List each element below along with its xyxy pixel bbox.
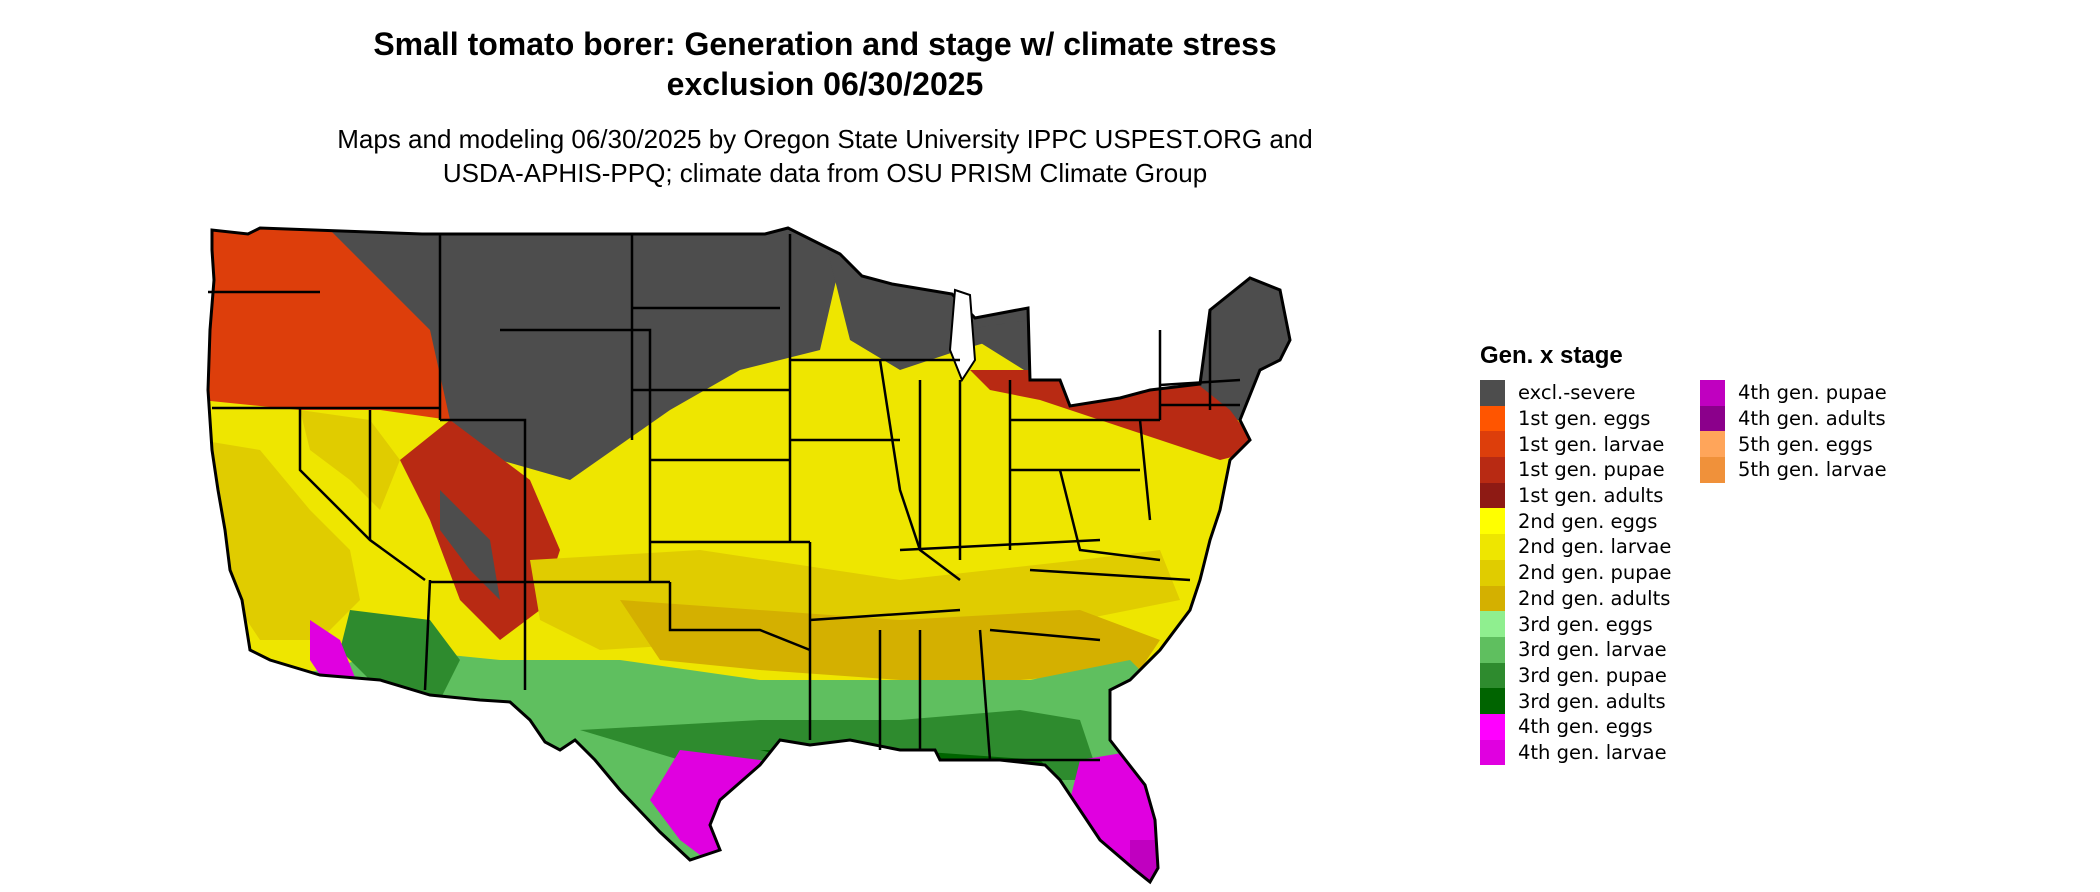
legend-item: 4th gen. eggs <box>1480 713 1672 740</box>
state-boundaries <box>208 234 1241 762</box>
legend-item: 5th gen. eggs <box>1700 431 1887 458</box>
legend-item: 2nd gen. pupae <box>1480 559 1672 586</box>
legend-item: 1st gen. adults <box>1480 482 1672 509</box>
zone-arizona-3rd-gen-pupae <box>340 610 460 700</box>
legend-swatch <box>1480 559 1505 586</box>
legend-item: 3rd gen. pupae <box>1480 662 1672 689</box>
boundary-ky-tn <box>899 538 1101 552</box>
legend-label: 1st gen. adults <box>1518 484 1664 508</box>
zone-california-2nd-gen-pupae <box>208 440 360 640</box>
stage-zones <box>208 228 1290 882</box>
lake-michigan <box>948 288 977 383</box>
boundary-ut <box>440 418 527 585</box>
legend-swatch <box>1480 739 1505 766</box>
legend-item: 1st gen. pupae <box>1480 457 1672 483</box>
legend-item: 3rd gen. eggs <box>1480 611 1672 637</box>
subtitle-line-1: Maps and modeling 06/30/2025 by Oregon S… <box>337 124 1313 154</box>
legend-label: 1st gen. eggs <box>1518 407 1651 431</box>
title-line-2: exclusion 06/30/2025 <box>666 66 984 102</box>
zone-utah-excluded <box>440 490 500 600</box>
legend-swatch <box>1480 431 1505 458</box>
legend-label: 4th gen. adults <box>1738 407 1886 431</box>
boundary-wy <box>500 328 652 440</box>
us-generation-stage-map <box>206 226 1292 884</box>
legend-swatch <box>1700 405 1725 432</box>
legend-label: 4th gen. pupae <box>1738 381 1887 405</box>
legend-item: 5th gen. larvae <box>1700 457 1887 483</box>
legend-item: 2nd gen. larvae <box>1480 534 1672 560</box>
legend-swatch <box>1480 585 1505 612</box>
legend-label: 5th gen. eggs <box>1738 432 1873 456</box>
legend-label: 1st gen. pupae <box>1518 458 1665 482</box>
boundary-va-wv <box>1058 469 1161 562</box>
legend-item: 3rd gen. larvae <box>1480 636 1672 663</box>
legend-label: 3rd gen. pupae <box>1518 663 1667 687</box>
subtitle-line-2: USDA-APHIS-PPQ; climate data from OSU PR… <box>442 158 1208 188</box>
zone-great-basin-2nd-gen <box>300 410 400 510</box>
legend-label: 1st gen. larvae <box>1518 432 1665 456</box>
legend-column-1: excl.-severe 1st gen. eggs 1st gen. larvae… <box>1480 380 1672 766</box>
legend-swatch <box>1480 662 1505 689</box>
boundary-ar-mo-tn <box>809 608 961 622</box>
legend-label: 2nd gen. larvae <box>1518 535 1672 559</box>
map-title: Small tomato borer: Generation and stage… <box>0 24 1650 104</box>
legend-item: 4th gen. pupae <box>1700 380 1887 406</box>
legend-swatch <box>1700 431 1725 458</box>
legend-item: excl.-severe <box>1480 380 1672 406</box>
legend-swatch <box>1700 457 1725 483</box>
zone-south-texas-4th-gen-larvae <box>650 750 790 870</box>
legend-title: Gen. x stage <box>1480 342 1623 369</box>
legend-swatch <box>1480 380 1505 406</box>
legend-label: 2nd gen. adults <box>1518 586 1671 610</box>
legend-item: 1st gen. eggs <box>1480 405 1672 432</box>
map-subtitle: Maps and modeling 06/30/2025 by Oregon S… <box>0 122 1650 190</box>
boundary-az-west <box>423 579 432 691</box>
legend-item: 3rd gen. adults <box>1480 688 1672 714</box>
legend-label: 5th gen. larvae <box>1738 458 1887 482</box>
title-line-1: Small tomato borer: Generation and stage… <box>373 26 1277 62</box>
legend-label: 4th gen. larvae <box>1518 740 1667 764</box>
zone-desert-4th-gen-larvae <box>310 620 360 690</box>
legend-label: 3rd gen. adults <box>1518 689 1666 713</box>
legend-swatch <box>1480 405 1505 432</box>
boundary-ga-sc <box>989 628 1101 642</box>
boundary-ma <box>1159 378 1241 387</box>
legend-swatch <box>1480 611 1505 637</box>
legend-item: 2nd gen. adults <box>1480 585 1672 612</box>
boundary-ca-nv <box>298 408 426 582</box>
legend-label: 2nd gen. pupae <box>1518 561 1672 585</box>
boundary-va-nc <box>1029 568 1191 582</box>
legend-swatch <box>1480 534 1505 560</box>
legend-item: 4th gen. adults <box>1700 405 1887 432</box>
zone-north-excluded <box>320 228 850 480</box>
legend-label: excl.-severe <box>1518 381 1636 405</box>
legend-swatch <box>1480 713 1505 740</box>
legend-label: 4th gen. eggs <box>1518 715 1653 739</box>
legend-label: 3rd gen. eggs <box>1518 612 1653 636</box>
legend-label: 3rd gen. larvae <box>1518 638 1667 662</box>
legend-swatch <box>1480 636 1505 663</box>
legend-swatch <box>1480 482 1505 509</box>
zone-south-2nd-gen-adults <box>620 600 1160 680</box>
legend-swatch <box>1480 508 1505 535</box>
legend-swatch <box>1480 688 1505 714</box>
boundary-nj <box>1138 419 1152 521</box>
legend-swatch <box>1700 380 1725 406</box>
legend-column-2: 4th gen. pupae 4th gen. adults 5th gen. eg… <box>1700 380 1887 483</box>
legend-item: 1st gen. larvae <box>1480 431 1672 458</box>
legend-item: 4th gen. larvae <box>1480 739 1672 766</box>
boundary-al-ga <box>978 629 992 761</box>
legend-swatch <box>1480 457 1505 483</box>
boundary-mississippi <box>878 359 922 551</box>
legend-label: 2nd gen. eggs <box>1518 509 1658 533</box>
boundary-ok-tx <box>668 582 811 652</box>
legend-item: 2nd gen. eggs <box>1480 508 1672 535</box>
